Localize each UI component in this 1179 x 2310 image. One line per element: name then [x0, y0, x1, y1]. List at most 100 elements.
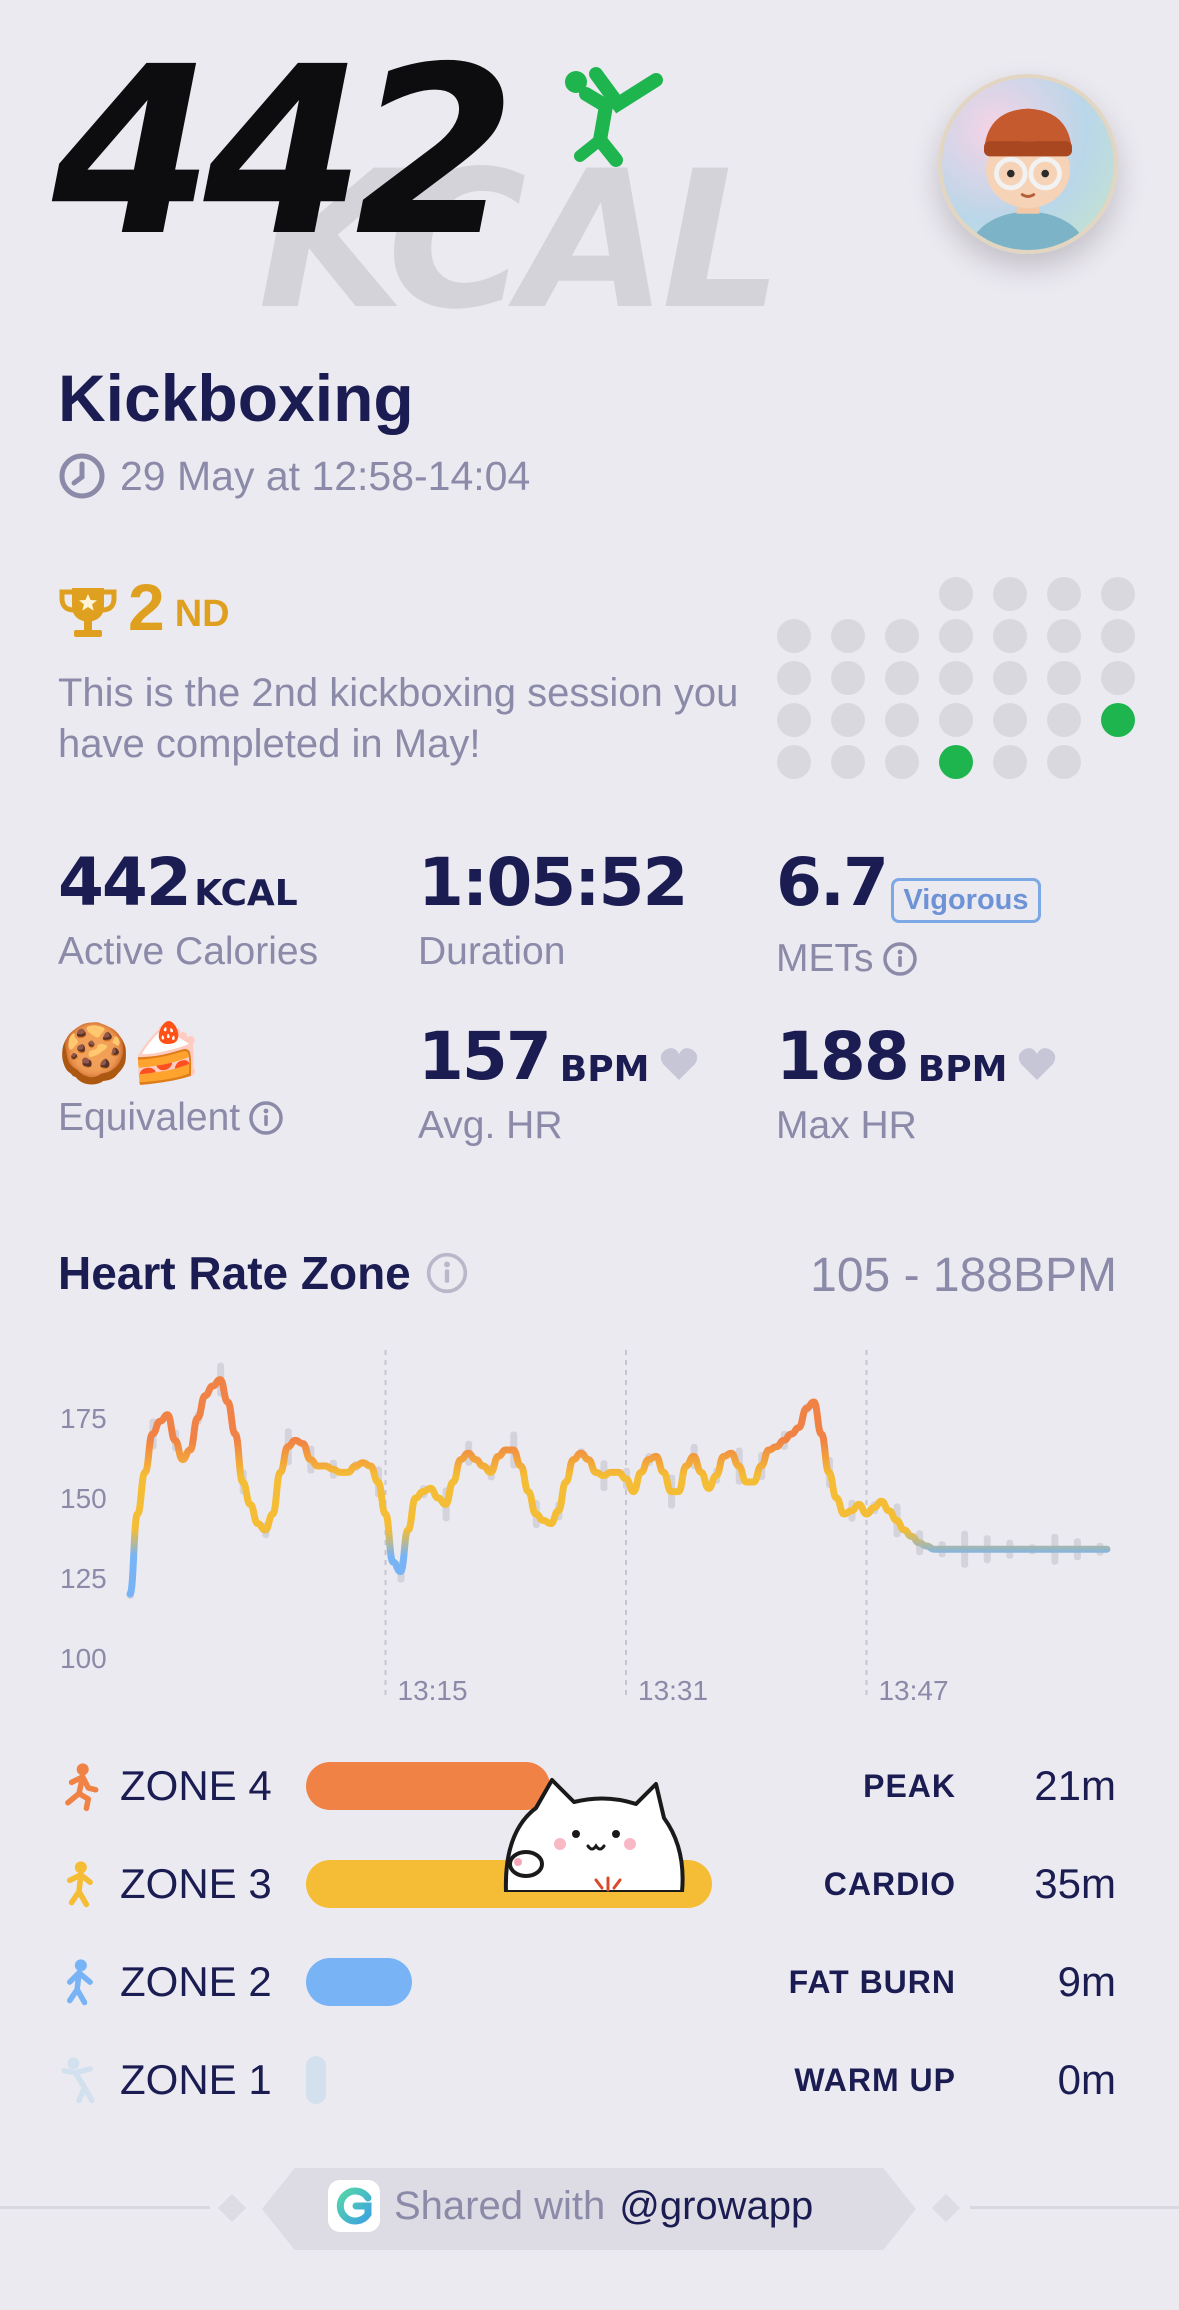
- footer-shared-with: Shared with: [394, 2183, 606, 2228]
- stretch-icon: [61, 2057, 95, 2104]
- session-dot: [1047, 703, 1081, 737]
- zone-type: FAT BURN: [788, 1964, 956, 2000]
- heart-rate-zone-header: Heart Rate Zone: [58, 1246, 469, 1300]
- y-tick-label: 100: [60, 1643, 107, 1674]
- footer-diamond-left: [217, 2193, 247, 2223]
- grow-app-logo-icon: [328, 2180, 380, 2232]
- equivalent-label-row: Equivalent: [58, 1096, 284, 1140]
- zone-row: ZONE 1 WARM UP 0m: [58, 2046, 1116, 2116]
- cat-mascot-illustration: [503, 1778, 685, 1892]
- rank-suffix: ND: [174, 593, 230, 636]
- dot-grid-dots: [777, 577, 1135, 779]
- session-dot: [939, 661, 973, 695]
- duration-label: Duration: [418, 930, 566, 973]
- heart-rate-raw-bars: [127, 1362, 1104, 1599]
- info-icon[interactable]: [425, 1251, 469, 1295]
- session-dot: [993, 745, 1027, 779]
- walker-icon: [66, 1959, 93, 2006]
- trophy-icon: [59, 588, 117, 637]
- x-tick-label: 13:15: [398, 1675, 468, 1706]
- avatar-illustration: [970, 108, 1086, 250]
- footer-divider-left: [0, 2206, 210, 2209]
- mets-label: METs: [776, 937, 874, 981]
- heart-icon: [1019, 1048, 1056, 1080]
- heart-rate-range: 105 - 188BPM: [810, 1249, 1117, 1302]
- zone-bar: [306, 1958, 412, 2006]
- rank-number: 2: [128, 570, 165, 644]
- y-tick-label: 150: [60, 1483, 107, 1514]
- session-dot-completed: [1101, 703, 1135, 737]
- session-dot: [1101, 661, 1135, 695]
- session-dot: [1101, 577, 1135, 611]
- zone-type: PEAK: [863, 1768, 956, 1804]
- session-dot: [777, 745, 811, 779]
- zone-row: ZONE 2 FAT BURN 9m: [58, 1948, 1116, 2018]
- user-avatar[interactable]: [938, 74, 1118, 254]
- session-dot: [1101, 619, 1135, 653]
- activity-datetime-row: 29 May at 12:58-14:04: [58, 452, 530, 500]
- heart-rate-zone-title: Heart Rate Zone: [58, 1247, 411, 1299]
- zone-type: WARM UP: [794, 2062, 956, 2098]
- active-calories-value: 442: [58, 844, 192, 921]
- stat-duration: 1:05:52 Duration: [418, 850, 688, 974]
- y-tick-label: 125: [60, 1563, 107, 1594]
- hero-unit-watermark: KCAL: [258, 130, 783, 351]
- runner-icon: [65, 1763, 99, 1812]
- rank-description: This is the 2nd kickboxing session you h…: [58, 671, 739, 766]
- zone-minutes: 35m: [1034, 1860, 1116, 1907]
- active-calories-unit: KCAL: [194, 873, 298, 914]
- info-icon[interactable]: [882, 941, 918, 977]
- session-dot: [939, 619, 973, 653]
- activity-datetime: 29 May at 12:58-14:04: [120, 452, 531, 499]
- stat-mets: 6.7 Vigorous METs: [776, 850, 1041, 981]
- zone-minutes: 21m: [1034, 1762, 1116, 1809]
- stat-equivalent: 🍪🍰 Equivalent: [58, 1024, 284, 1140]
- zone-bar: [306, 1762, 550, 1810]
- active-calories-label: Active Calories: [58, 930, 319, 973]
- clock-icon: [59, 453, 105, 499]
- session-dot: [885, 661, 919, 695]
- zone-name: ZONE 3: [120, 1860, 272, 1907]
- session-dot: [993, 577, 1027, 611]
- session-dot: [831, 703, 865, 737]
- monthly-session-dot-grid: [777, 577, 1135, 779]
- zone-type: CARDIO: [823, 1866, 956, 1902]
- avg-hr-value: 157: [418, 1018, 552, 1095]
- avg-hr-label: Avg. HR: [418, 1104, 563, 1147]
- footer-divider-right: [970, 2206, 1179, 2209]
- session-dot: [939, 703, 973, 737]
- x-axis-guides: [384, 1350, 868, 1700]
- activity-title: Kickboxing: [58, 361, 414, 435]
- info-icon[interactable]: [248, 1100, 284, 1136]
- equivalent-label: Equivalent: [58, 1096, 241, 1139]
- session-dot-completed: [939, 745, 973, 779]
- kickboxing-icon: [565, 67, 663, 167]
- mets-value: 6.7: [776, 844, 889, 921]
- duration-value: 1:05:52: [418, 844, 688, 921]
- equivalent-emojis: 🍪🍰: [58, 1019, 203, 1087]
- session-dot: [831, 619, 865, 653]
- x-axis-ticks: 13:15 13:31 13:47: [398, 1675, 949, 1706]
- stat-active-calories: 442 KCAL Active Calories: [58, 850, 318, 974]
- hero-calories: 442: [52, 17, 516, 287]
- x-tick-label: 13:31: [638, 1675, 708, 1706]
- footer-handle[interactable]: @growapp: [619, 2183, 814, 2228]
- y-tick-label: 175: [60, 1403, 107, 1434]
- jogger-icon: [66, 1861, 93, 1908]
- session-dot: [777, 661, 811, 695]
- footer-share[interactable]: Shared with @growapp: [328, 2180, 813, 2232]
- session-dot: [777, 619, 811, 653]
- session-dot: [831, 661, 865, 695]
- rank-row: 2 ND: [58, 574, 230, 640]
- stat-max-hr: 188 BPM Max HR: [776, 1024, 1057, 1148]
- session-dot: [885, 703, 919, 737]
- heart-icon: [661, 1048, 698, 1080]
- session-dot: [777, 703, 811, 737]
- session-dot: [885, 619, 919, 653]
- zone-name: ZONE 2: [120, 1958, 272, 2005]
- session-dot: [885, 745, 919, 779]
- session-dot: [831, 745, 865, 779]
- session-dot: [993, 619, 1027, 653]
- grow-logo-mark: [336, 2187, 372, 2225]
- session-dot: [1047, 619, 1081, 653]
